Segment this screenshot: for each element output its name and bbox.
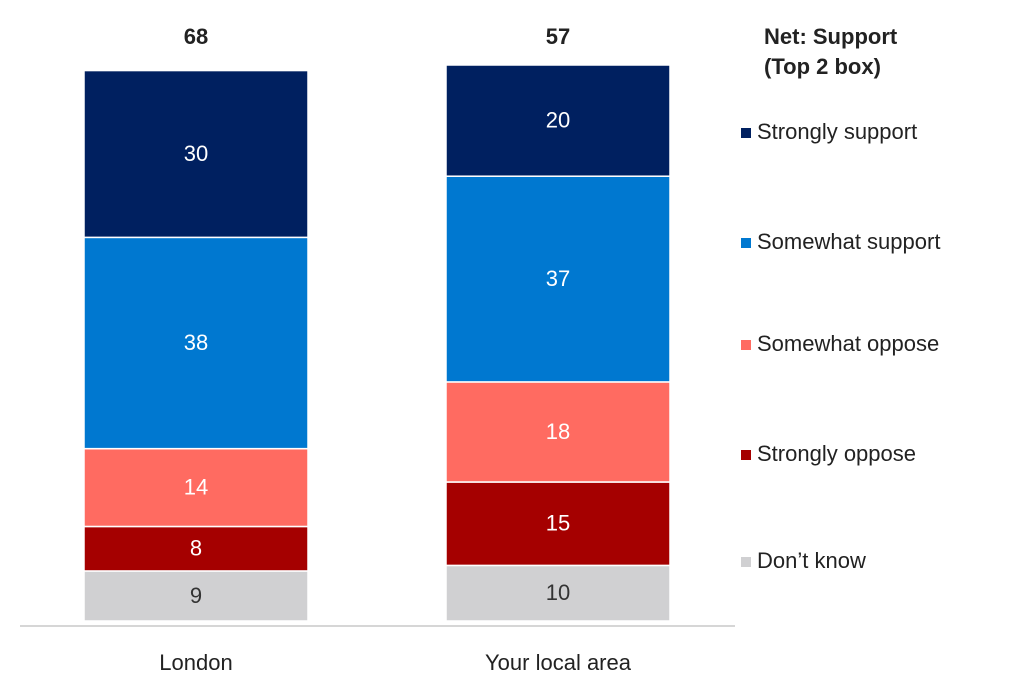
bar-segment [445,564,671,622]
value-label: 30 [184,141,208,166]
net-value: 68 [184,24,208,49]
net-title: Net: Support [764,24,898,49]
legend-label: Strongly support [757,119,917,144]
legend-label: Somewhat support [757,229,940,254]
value-label: 15 [546,511,570,536]
x-tick-label: London [159,650,232,675]
value-label: 8 [190,536,202,561]
legend-label: Somewhat oppose [757,331,939,356]
x-tick-label: Your local area [485,650,632,675]
value-label: 20 [546,107,570,132]
net-title: (Top 2 box) [764,54,881,79]
net-value: 57 [546,24,570,49]
bar-segment [445,381,671,483]
legend-swatch [741,238,751,248]
bar-segment [83,570,309,622]
bar-segment [445,175,671,383]
bar-segment [83,236,309,450]
value-label: 9 [190,583,202,608]
legend-swatch [741,340,751,350]
legend-swatch [741,128,751,138]
bar-segment [445,64,671,177]
bar-segment [445,481,671,567]
bar-segment [83,69,309,239]
value-label: 10 [546,580,570,605]
value-label: 37 [546,266,570,291]
value-label: 14 [184,474,208,499]
legend-swatch [741,450,751,460]
value-label: 38 [184,330,208,355]
legend-label: Don’t know [757,548,866,573]
legend-swatch [741,557,751,567]
bar-segment [83,525,309,572]
value-label: 18 [546,419,570,444]
legend-label: Strongly oppose [757,441,916,466]
